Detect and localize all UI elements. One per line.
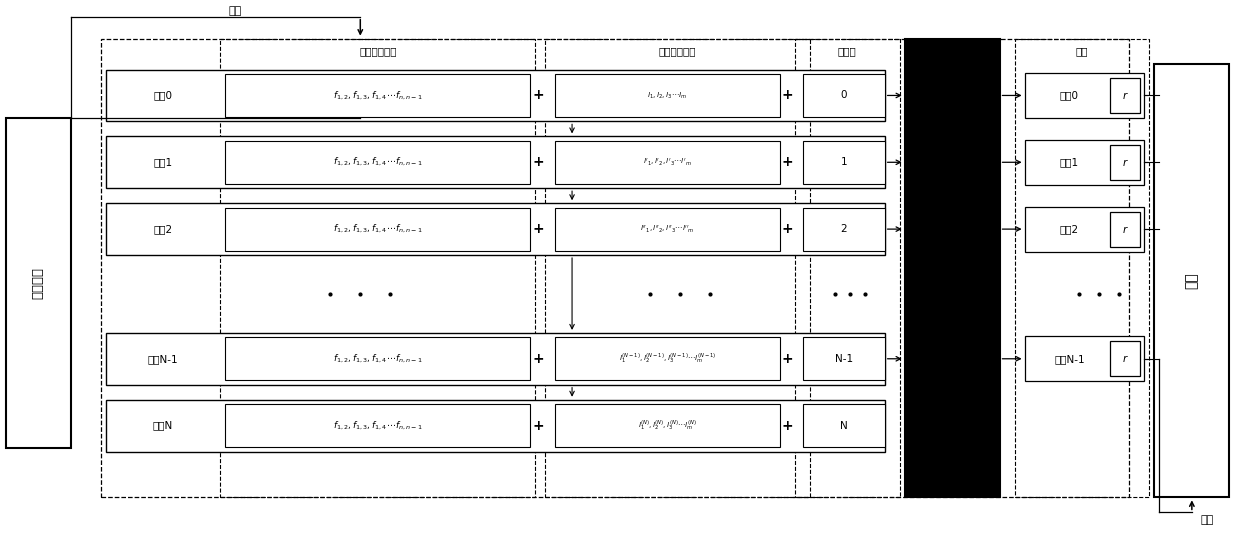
Text: $l_1,l_2,l_3\cdots l_m$: $l_1,l_2,l_3\cdots l_m$ <box>647 90 687 100</box>
Text: $l_1^{(N-1)},l_2^{(N-1)},l_3^{(N-1)}\cdots l_m^{(N-1)}$: $l_1^{(N-1)},l_2^{(N-1)},l_3^{(N-1)}\cdo… <box>619 352 715 366</box>
Bar <box>1024 336 1145 381</box>
Bar <box>1024 73 1145 118</box>
Bar <box>556 207 780 250</box>
Text: 优先级: 优先级 <box>838 47 857 56</box>
Bar <box>226 337 531 380</box>
Text: $l_1^{(N)},l_2^{(N)},l_3^{(N)}\cdots l_m^{(N)}$: $l_1^{(N)},l_2^{(N)},l_3^{(N)}\cdots l_m… <box>639 419 697 433</box>
Bar <box>1111 145 1141 180</box>
Text: $r$: $r$ <box>1122 90 1128 101</box>
Text: 流量流量信息: 流量流量信息 <box>360 47 397 56</box>
Text: 状态信息: 状态信息 <box>32 267 45 299</box>
Bar <box>226 404 531 447</box>
Bar <box>802 337 884 380</box>
Text: $r$: $r$ <box>1122 353 1128 364</box>
Bar <box>100 39 1130 497</box>
Bar <box>1111 212 1141 247</box>
Text: 0: 0 <box>841 91 847 100</box>
Bar <box>1024 207 1145 251</box>
Text: 状意0: 状意0 <box>154 91 172 100</box>
Bar <box>226 74 531 117</box>
Bar <box>221 39 536 497</box>
Text: +: + <box>781 89 792 103</box>
Text: +: + <box>781 419 792 433</box>
Bar <box>802 207 884 250</box>
Bar <box>795 39 900 497</box>
Text: +: + <box>781 222 792 236</box>
Text: 动作2: 动作2 <box>1060 224 1079 234</box>
Text: 状意N-1: 状意N-1 <box>148 354 179 364</box>
Text: +: + <box>532 155 544 169</box>
Text: +: + <box>781 352 792 366</box>
Text: 1: 1 <box>841 157 847 167</box>
Text: 流表: 流表 <box>1185 272 1199 289</box>
Text: $r$: $r$ <box>1122 224 1128 235</box>
Bar <box>105 333 884 384</box>
Text: $r$: $r$ <box>1122 157 1128 168</box>
Bar <box>802 404 884 447</box>
Text: 状意1: 状意1 <box>154 157 172 167</box>
Bar <box>556 337 780 380</box>
Text: $f_{1,2},f_{1,3},f_{1,4}\cdots f_{n,n-1}$: $f_{1,2},f_{1,3},f_{1,4}\cdots f_{n,n-1}… <box>332 89 423 102</box>
Text: $f_{1,2},f_{1,3},f_{1,4}\cdots f_{n,n-1}$: $f_{1,2},f_{1,3},f_{1,4}\cdots f_{n,n-1}… <box>332 420 423 432</box>
Text: +: + <box>532 352 544 366</box>
Bar <box>556 141 780 184</box>
Text: $f_{1,2},f_{1,3},f_{1,4}\cdots f_{n,n-1}$: $f_{1,2},f_{1,3},f_{1,4}\cdots f_{n,n-1}… <box>332 352 423 365</box>
Bar <box>1111 78 1141 113</box>
Text: 动作1: 动作1 <box>1060 157 1079 167</box>
Text: 动作0: 动作0 <box>1060 91 1079 100</box>
Text: 2: 2 <box>841 224 847 234</box>
Bar <box>1111 342 1141 376</box>
Text: +: + <box>532 89 544 103</box>
Text: N-1: N-1 <box>835 354 853 364</box>
Bar <box>546 39 810 497</box>
Text: 输出: 输出 <box>1200 515 1214 526</box>
Bar <box>226 141 531 184</box>
Bar <box>6 118 71 447</box>
Bar <box>1154 64 1229 497</box>
Text: +: + <box>532 222 544 236</box>
Bar <box>105 203 884 255</box>
Text: +: + <box>532 419 544 433</box>
Text: $f_{1,2},f_{1,3},f_{1,4}\cdots f_{n,n-1}$: $f_{1,2},f_{1,3},f_{1,4}\cdots f_{n,n-1}… <box>332 156 423 168</box>
Text: $l''_1,l''_2,l''_3\cdots l''_m$: $l''_1,l''_2,l''_3\cdots l''_m$ <box>640 224 694 235</box>
Bar <box>226 207 531 250</box>
Text: 钉路负载向量: 钉路负载向量 <box>658 47 696 56</box>
Text: 状意N: 状意N <box>153 421 174 431</box>
Bar <box>556 404 780 447</box>
Text: $f_{1,2},f_{1,3},f_{1,4}\cdots f_{n,n-1}$: $f_{1,2},f_{1,3},f_{1,4}\cdots f_{n,n-1}… <box>332 223 423 235</box>
Bar <box>1024 140 1145 185</box>
Text: +: + <box>781 155 792 169</box>
Bar <box>1014 39 1149 497</box>
Text: $l'_1,l'_2,l'_3\cdots l'_m$: $l'_1,l'_2,l'_3\cdots l'_m$ <box>644 157 692 168</box>
Bar <box>905 39 999 497</box>
Text: N: N <box>839 421 848 431</box>
Text: 动作N-1: 动作N-1 <box>1054 354 1085 364</box>
Bar <box>105 400 884 452</box>
Bar <box>802 141 884 184</box>
Text: 输入: 输入 <box>229 5 242 16</box>
Bar <box>802 74 884 117</box>
Text: 路由: 路由 <box>1076 47 1089 56</box>
Text: 状意2: 状意2 <box>154 224 172 234</box>
Bar <box>105 70 884 122</box>
Bar <box>556 74 780 117</box>
Bar <box>105 136 884 188</box>
